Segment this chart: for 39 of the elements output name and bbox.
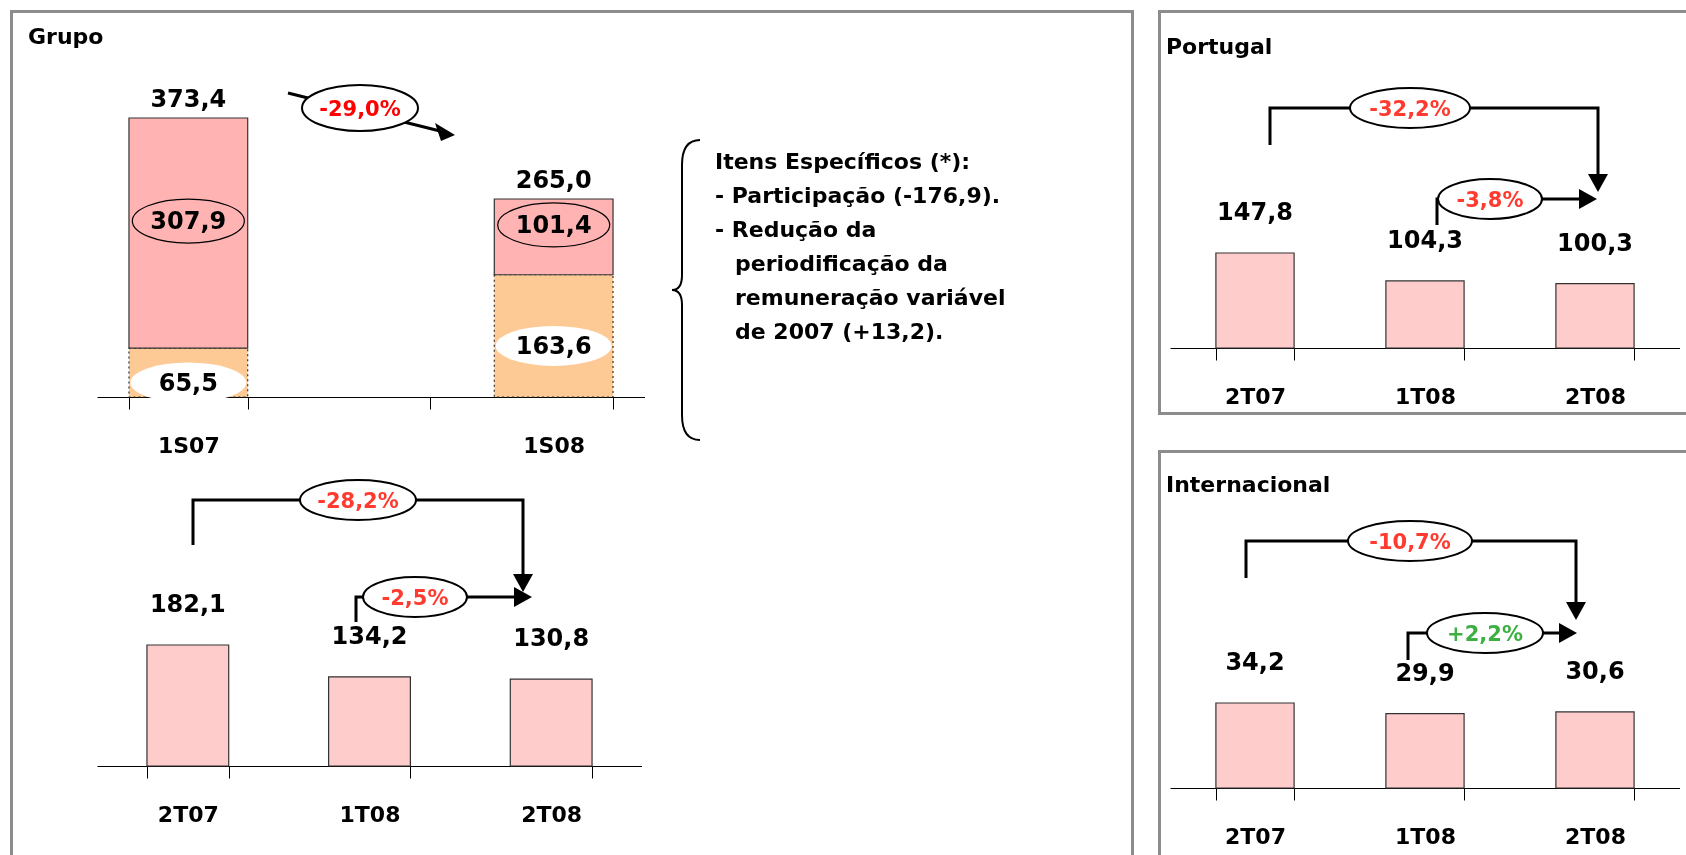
annotation: -29,0% <box>319 97 401 121</box>
data-label: 130,8 <box>513 624 590 653</box>
data-label: 29,9 <box>1395 658 1455 687</box>
data-label: 104,3 <box>1387 225 1463 254</box>
x-tick-label: 1S08 <box>523 432 586 458</box>
chart-title: Grupo <box>28 24 104 49</box>
x-tick-label: 2T08 <box>1565 823 1626 849</box>
data-label: 182,1 <box>149 590 226 618</box>
data-label: 147,8 <box>1217 198 1293 226</box>
data-label: 30,6 <box>1565 656 1625 685</box>
text: +2,2% <box>1447 622 1523 646</box>
data-label: 307,9 <box>150 207 227 236</box>
data-label: 101,4 <box>515 210 592 239</box>
total-label: 265,0 <box>515 166 592 194</box>
x-tick-label: 2T07 <box>1225 383 1286 409</box>
x-tick-label: 2T08 <box>1565 383 1626 409</box>
text: Itens Específicos (*): <box>715 148 972 176</box>
x-tick-label: 2T07 <box>157 801 219 827</box>
x-tick-label: 2T07 <box>1225 823 1286 849</box>
data-label: 100,3 <box>1557 228 1633 257</box>
data-label: 134,2 <box>331 621 408 650</box>
text: -3,8% <box>1456 188 1524 212</box>
text: - Participação (-176,9). <box>715 182 1002 210</box>
text: - Redução da periodificação da remuneração variável de 2007 (+13,2). <box>715 216 1007 346</box>
x-tick-label: 1T08 <box>1395 383 1456 409</box>
chart-title: Portugal <box>1166 34 1273 59</box>
total-label: 373,4 <box>150 85 227 113</box>
text: -10,7% <box>1369 530 1451 554</box>
x-tick-label: 1S07 <box>157 432 220 458</box>
data-label: 163,6 <box>515 331 592 360</box>
data-label: 34,2 <box>1225 648 1285 676</box>
text: -2,5% <box>381 586 449 610</box>
x-tick-label: 1T08 <box>339 801 401 827</box>
chart-title: Internacional <box>1166 472 1331 497</box>
text: -28,2% <box>317 489 399 513</box>
data-label: 65,5 <box>158 368 218 397</box>
text: -32,2% <box>1369 97 1451 121</box>
x-tick-label: 2T08 <box>521 801 583 827</box>
x-tick-label: 1T08 <box>1395 823 1456 849</box>
